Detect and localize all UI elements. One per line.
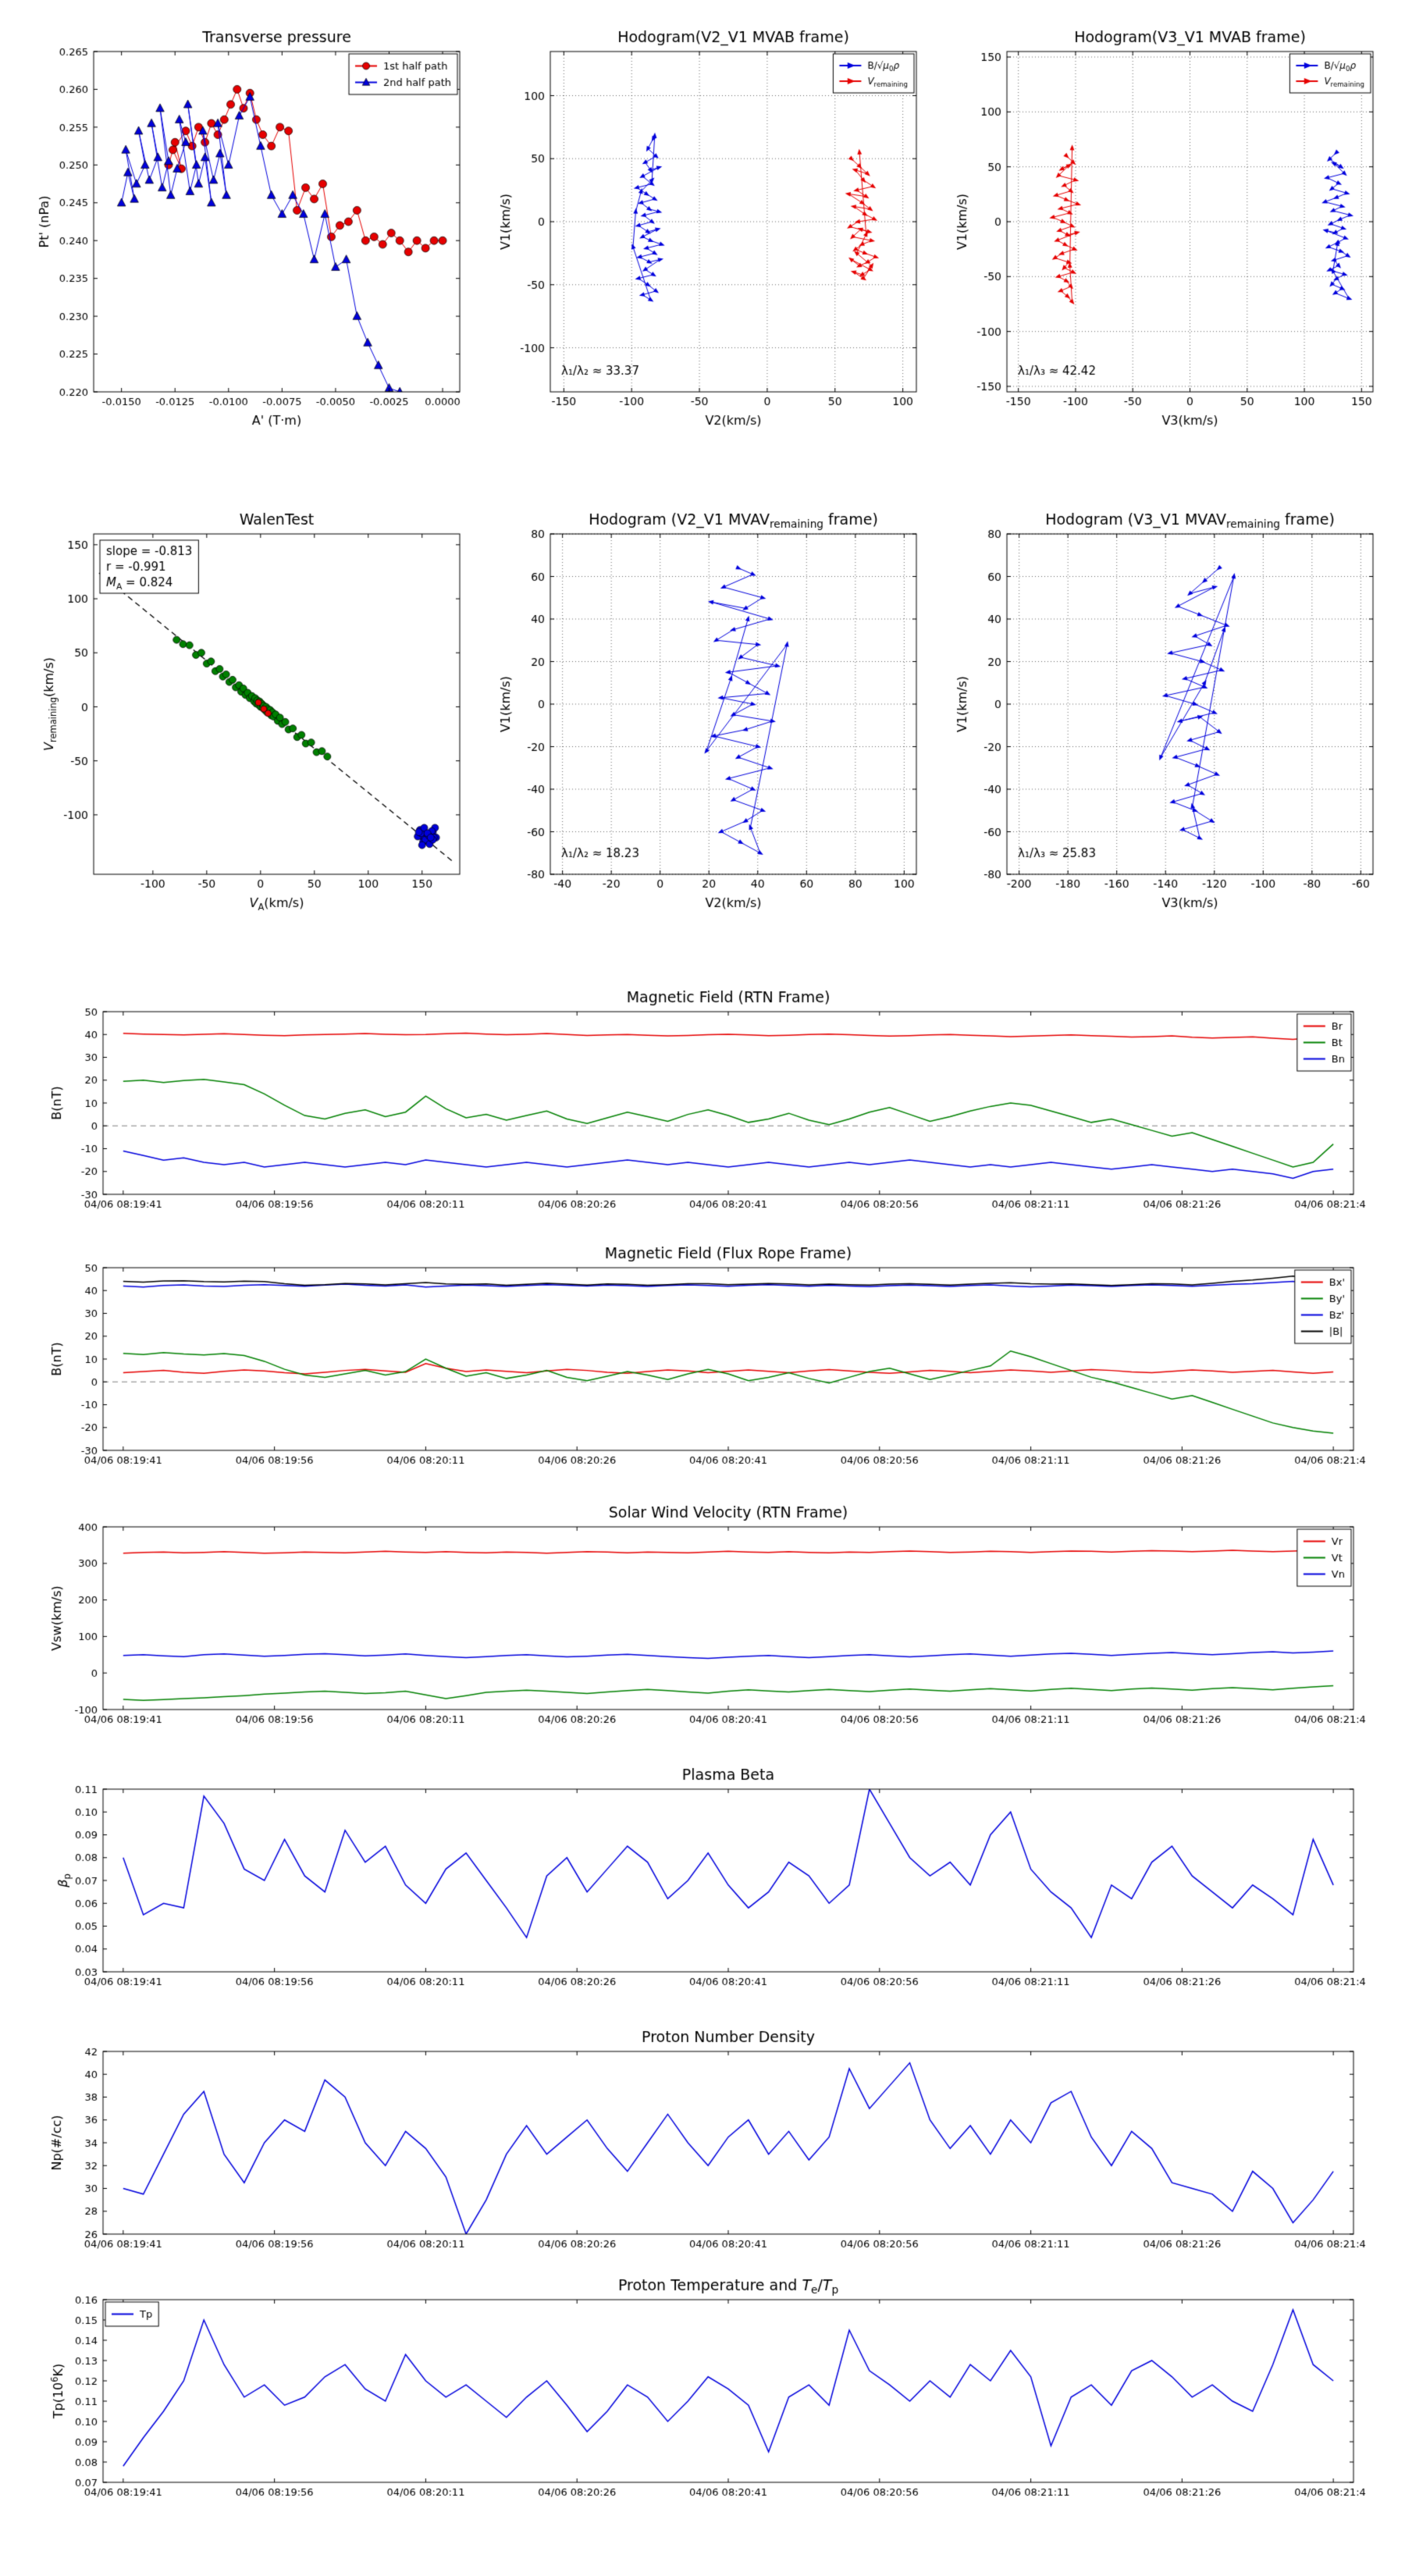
chart-magnetic-rtn-canvas <box>39 985 1366 1219</box>
chart-proton-temperature-canvas <box>39 2273 1366 2521</box>
panel-hodogram-v2v1-mvab <box>488 17 929 439</box>
chart-transverse-pressure-canvas <box>31 17 472 439</box>
panel-magnetic-fluxrope <box>39 1241 1366 1475</box>
chart-hodogram-v3v1-mvab-canvas <box>944 17 1385 439</box>
chart-velocity-rtn-canvas <box>39 1500 1366 1735</box>
chart-hodogram-v2v1-mvav-canvas <box>488 500 929 921</box>
panel-proton-temperature <box>39 2273 1366 2521</box>
chart-walen-test-canvas <box>31 500 472 921</box>
panel-velocity-rtn <box>39 1500 1366 1735</box>
panel-transverse-pressure <box>31 17 472 439</box>
panel-magnetic-rtn <box>39 985 1366 1219</box>
chart-plasma-beta-canvas <box>39 1763 1366 1997</box>
chart-proton-density-canvas <box>39 2025 1366 2259</box>
panel-hodogram-v3v1-mvav <box>944 500 1385 921</box>
panel-hodogram-v2v1-mvav <box>488 500 929 921</box>
panel-hodogram-v3v1-mvab <box>944 17 1385 439</box>
chart-magnetic-fluxrope-canvas <box>39 1241 1366 1475</box>
chart-hodogram-v2v1-mvab-canvas <box>488 17 929 439</box>
chart-hodogram-v3v1-mvav-canvas <box>944 500 1385 921</box>
panel-walen-test <box>31 500 472 921</box>
panel-plasma-beta <box>39 1763 1366 1997</box>
panel-proton-density <box>39 2025 1366 2259</box>
